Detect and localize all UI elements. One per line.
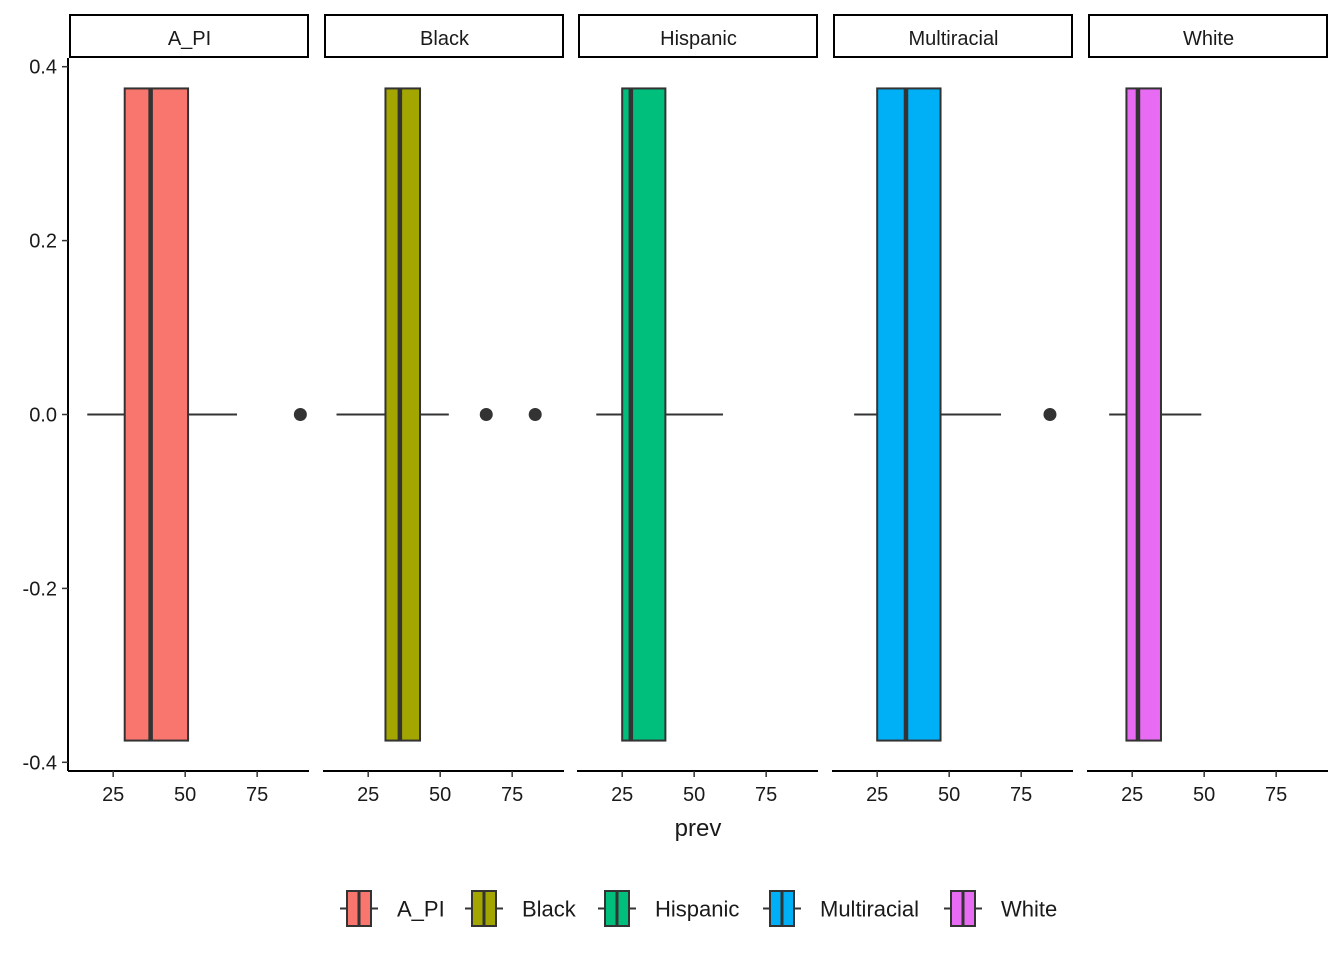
y-tick-label: 0.0: [29, 405, 57, 427]
facet-strip: [324, 14, 564, 58]
facet-strip-label: Black: [420, 28, 470, 50]
legend-label: White: [1001, 897, 1057, 922]
x-tick-label: 25: [102, 784, 124, 806]
facet-strip-label: A_PI: [168, 28, 211, 50]
outlier-point: [528, 408, 542, 421]
box-iqr: [1125, 87, 1162, 742]
x-tick-label: 75: [755, 784, 777, 806]
x-tick-label: 75: [501, 784, 523, 806]
facet-strip-label: White: [1183, 28, 1234, 50]
x-tick-label: 25: [866, 784, 888, 806]
outlier-point: [479, 408, 493, 421]
outlier-point: [293, 408, 307, 421]
legend-label: Multiracial: [820, 897, 919, 922]
x-tick-label: 75: [1010, 784, 1032, 806]
x-tick-label: 50: [174, 784, 196, 806]
x-tick-label: 25: [357, 784, 379, 806]
facet-strip: [69, 14, 309, 58]
x-tick-label: 75: [1265, 784, 1287, 806]
legend-label: Hispanic: [655, 897, 739, 922]
y-tick-label: -0.4: [23, 752, 57, 774]
y-tick-label: 0.2: [29, 231, 57, 253]
y-tick-label: -0.2: [23, 578, 57, 600]
facet-strip: [578, 14, 818, 58]
box-iqr: [876, 87, 942, 742]
facet-strip-label: Hispanic: [660, 28, 737, 50]
x-tick-label: 50: [938, 784, 960, 806]
legend-label: Black: [522, 897, 577, 922]
x-tick-label: 25: [1121, 784, 1143, 806]
outlier-point: [1043, 408, 1057, 421]
x-tick-label: 25: [611, 784, 633, 806]
y-tick-label: 0.4: [29, 57, 57, 79]
facet-strip: [1088, 14, 1328, 58]
legend-label: A_PI: [397, 897, 445, 922]
facet-strip: [833, 14, 1073, 58]
box-iqr: [123, 87, 190, 742]
x-axis-title: prev: [675, 815, 722, 842]
x-tick-label: 50: [429, 784, 451, 806]
box-iqr: [384, 87, 422, 742]
x-tick-label: 75: [246, 784, 268, 806]
facet-strip-label: Multiracial: [908, 28, 998, 50]
x-tick-label: 50: [683, 784, 705, 806]
x-tick-label: 50: [1193, 784, 1215, 806]
